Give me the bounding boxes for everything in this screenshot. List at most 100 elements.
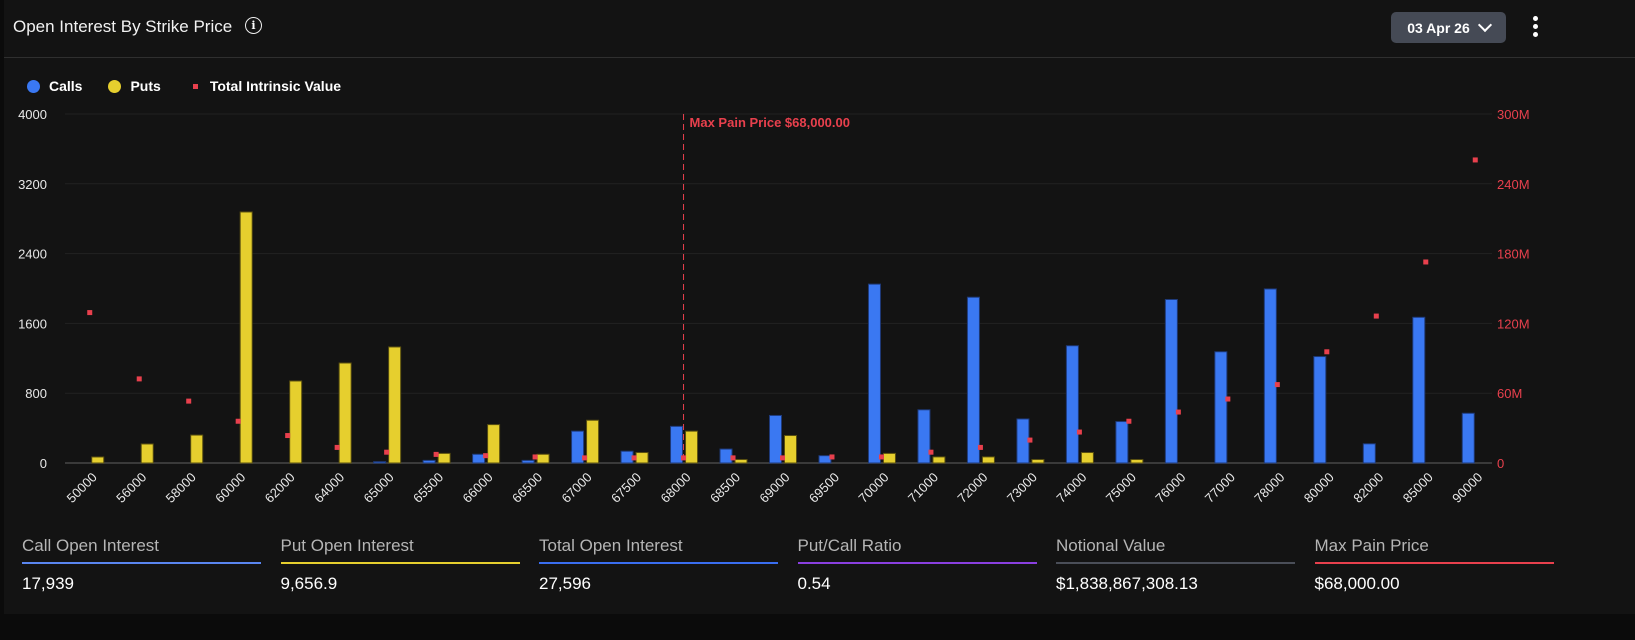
intrinsic-value-point (780, 455, 785, 461)
calls-bar (1016, 418, 1030, 464)
stat-call-open-interest: Call Open Interest 17,939 (22, 536, 261, 594)
calls-bar (1065, 345, 1079, 464)
puts-bar (437, 452, 451, 464)
stat-label: Call Open Interest (22, 536, 160, 555)
stat-put-call-ratio: Put/Call Ratio 0.54 (797, 536, 1037, 594)
puts-bar (239, 211, 253, 464)
calls-bar (818, 455, 832, 464)
intrinsic-value-point (235, 418, 241, 424)
intrinsic-value-point (977, 444, 983, 450)
legend-total-intrinsic-value[interactable]: Total Intrinsic Value (209, 78, 342, 94)
intrinsic-value-point (285, 433, 291, 439)
calls-bar (1461, 412, 1475, 464)
left-axis-tick: 0 (40, 456, 47, 471)
x-axis-tick: 67000 (559, 470, 595, 506)
puts-bar (91, 456, 105, 464)
puts-bar (784, 435, 797, 464)
calls-bar (719, 448, 733, 464)
intrinsic-value-point (136, 376, 142, 382)
max-pain-label: Max Pain Price $68,000.00 (690, 115, 850, 130)
stat-label: Notional Value (1056, 536, 1166, 555)
calls-bar (670, 425, 684, 464)
intrinsic-value-point (1373, 313, 1379, 319)
stat-value: $68,000.00 (1314, 574, 1400, 593)
stat-label: Max Pain Price (1314, 536, 1429, 555)
stat-underline (539, 562, 778, 564)
puts-bar (932, 456, 946, 464)
stat-underline (1314, 562, 1554, 564)
calls-bar (521, 459, 535, 464)
x-axis-tick: 74000 (1053, 470, 1089, 506)
x-axis-tick: 66000 (460, 470, 496, 506)
date-selector[interactable]: 03 Apr 26 (1391, 12, 1506, 43)
puts-bar (140, 443, 154, 464)
x-axis-tick: 73000 (1004, 470, 1040, 506)
x-axis-tick: 50000 (64, 470, 100, 506)
info-icon[interactable]: i (245, 17, 262, 34)
puts-bar (388, 346, 402, 464)
x-axis-tick: 68000 (657, 470, 693, 506)
puts-bar (487, 424, 501, 464)
intrinsic-legend-marker (192, 83, 198, 89)
stat-put-open-interest: Put Open Interest 9,656.9 (280, 536, 520, 594)
calls-bar (769, 414, 782, 464)
calls-bar (1115, 421, 1129, 464)
x-axis-tick: 58000 (163, 470, 199, 506)
intrinsic-value-point (1274, 382, 1280, 388)
stat-label: Put/Call Ratio (797, 536, 902, 555)
calls-bar (1362, 443, 1376, 464)
intrinsic-value-point (1076, 429, 1082, 435)
x-axis-tick: 75000 (1103, 470, 1139, 506)
left-axis-tick: 800 (25, 386, 47, 401)
intrinsic-value-point (582, 455, 588, 461)
right-axis-tick: 240M (1497, 177, 1530, 192)
intrinsic-value-point (1423, 259, 1429, 265)
right-axis-tick: 180M (1497, 247, 1530, 262)
legend-puts[interactable]: Puts (130, 78, 161, 94)
x-axis-tick: 67500 (608, 470, 644, 506)
puts-bar (1080, 452, 1094, 464)
legend-calls[interactable]: Calls (49, 78, 83, 94)
puts-bar (734, 459, 748, 464)
puts-bar (882, 452, 896, 464)
intrinsic-value-point (1027, 437, 1033, 443)
stat-underline (22, 562, 261, 564)
page-title: Open Interest By Strike Price (13, 17, 233, 36)
stat-value: $1,838,867,308.13 (1056, 574, 1198, 593)
x-axis-tick: 85000 (1400, 470, 1436, 506)
chart-legend: Calls Puts Total Intrinsic Value (27, 78, 367, 94)
x-axis-tick: 71000 (905, 470, 941, 506)
x-axis-tick: 90000 (1449, 470, 1485, 506)
puts-bar (338, 362, 352, 464)
intrinsic-value-point (384, 449, 390, 455)
intrinsic-value-point (631, 455, 637, 461)
x-axis-tick: 69500 (806, 470, 842, 506)
x-axis-tick: 78000 (1251, 470, 1287, 506)
intrinsic-value-point (730, 455, 736, 461)
puts-bar (685, 430, 699, 464)
x-axis-tick: 60000 (212, 470, 248, 506)
stat-notional-value: Notional Value $1,838,867,308.13 (1056, 536, 1295, 594)
calls-bar (1313, 356, 1327, 464)
stat-label: Put Open Interest (280, 536, 414, 555)
calls-bar (1214, 351, 1228, 464)
calls-bar (571, 430, 585, 464)
x-axis-tick: 80000 (1301, 470, 1337, 506)
stat-underline (797, 562, 1037, 564)
x-axis-tick: 56000 (113, 470, 149, 506)
puts-bar (981, 456, 995, 464)
stat-value: 0.54 (797, 574, 831, 593)
x-axis-tick: 72000 (954, 470, 990, 506)
chart-panel (4, 0, 1635, 614)
stat-max-pain-price: Max Pain Price $68,000.00 (1314, 536, 1554, 594)
intrinsic-value-point (928, 449, 934, 455)
kebab-menu-icon[interactable] (1528, 14, 1542, 40)
x-axis-tick: 69000 (756, 470, 792, 506)
intrinsic-value-point (87, 310, 93, 316)
stat-label: Total Open Interest (539, 536, 683, 555)
calls-bar (1263, 288, 1277, 464)
calls-bar (966, 296, 980, 464)
x-axis-tick: 70000 (855, 470, 891, 506)
x-axis-tick: 65500 (410, 470, 446, 506)
stat-total-open-interest: Total Open Interest 27,596 (539, 536, 778, 594)
